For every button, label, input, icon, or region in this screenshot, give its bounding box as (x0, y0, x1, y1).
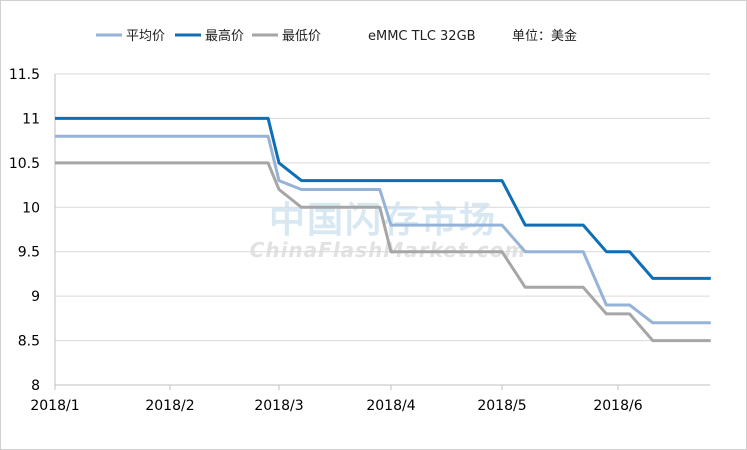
legend-label: 最低价 (282, 29, 321, 44)
y-tick-label: 9.5 (18, 245, 40, 261)
legend-label: 最高价 (205, 28, 244, 44)
x-tick-label: 2018/1 (30, 398, 79, 414)
series-lines (55, 116, 711, 343)
x-tick-label: 2018/4 (366, 398, 415, 414)
axes: 8 8.5 9 9.5 10 10.5 11 11.5 2018/1 2018/2 2018/3 20… (9, 67, 710, 414)
y-tick-label: 10.5 (9, 156, 40, 172)
legend: 平均价 最高价 最低价 (96, 28, 321, 44)
y-tick-label: 8 (31, 378, 40, 394)
grid (55, 73, 710, 342)
unit-note: 单位：美金 (512, 28, 577, 44)
y-tick-label: 11.5 (9, 67, 40, 83)
series-line (55, 134, 711, 325)
y-tick-label: 9 (31, 289, 40, 305)
series-line (55, 161, 711, 343)
y-tick-label: 11 (22, 111, 40, 127)
legend-label: 平均价 (126, 29, 165, 44)
y-tick-label: 8.5 (18, 334, 40, 350)
x-tick-label: 2018/2 (145, 398, 194, 414)
x-tick-label: 2018/5 (477, 398, 526, 414)
x-tick-label: 2018/6 (593, 398, 642, 414)
y-tick-label: 10 (22, 200, 40, 216)
product-note: eMMC TLC 32GB (368, 29, 476, 44)
series-line (55, 116, 711, 280)
x-tick-label: 2018/3 (254, 398, 303, 414)
